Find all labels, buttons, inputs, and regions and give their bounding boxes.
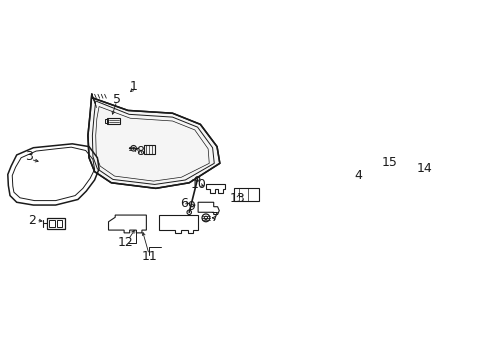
Bar (143, 145, 154, 154)
Text: 14: 14 (415, 162, 431, 175)
Text: 1: 1 (129, 80, 137, 93)
Bar (417, 144, 427, 158)
Text: 9: 9 (187, 200, 195, 213)
Bar (57, 220, 62, 227)
Text: 2: 2 (28, 213, 36, 226)
Bar (49, 220, 55, 227)
Circle shape (354, 183, 357, 186)
Circle shape (132, 147, 134, 149)
Polygon shape (88, 94, 220, 188)
Bar (104, 119, 108, 123)
Text: 10: 10 (190, 178, 205, 191)
Text: 13: 13 (229, 193, 244, 206)
Text: 6: 6 (180, 197, 188, 210)
Text: 12: 12 (117, 236, 133, 249)
Text: 3: 3 (25, 150, 33, 163)
Text: 11: 11 (141, 250, 157, 263)
Text: 4: 4 (353, 169, 361, 182)
Text: 7: 7 (210, 211, 218, 224)
Text: 5: 5 (113, 93, 121, 106)
Bar (233, 188, 258, 201)
Text: 15: 15 (381, 156, 397, 169)
Bar (47, 218, 65, 229)
Bar (107, 118, 120, 124)
Text: 8: 8 (136, 145, 144, 158)
